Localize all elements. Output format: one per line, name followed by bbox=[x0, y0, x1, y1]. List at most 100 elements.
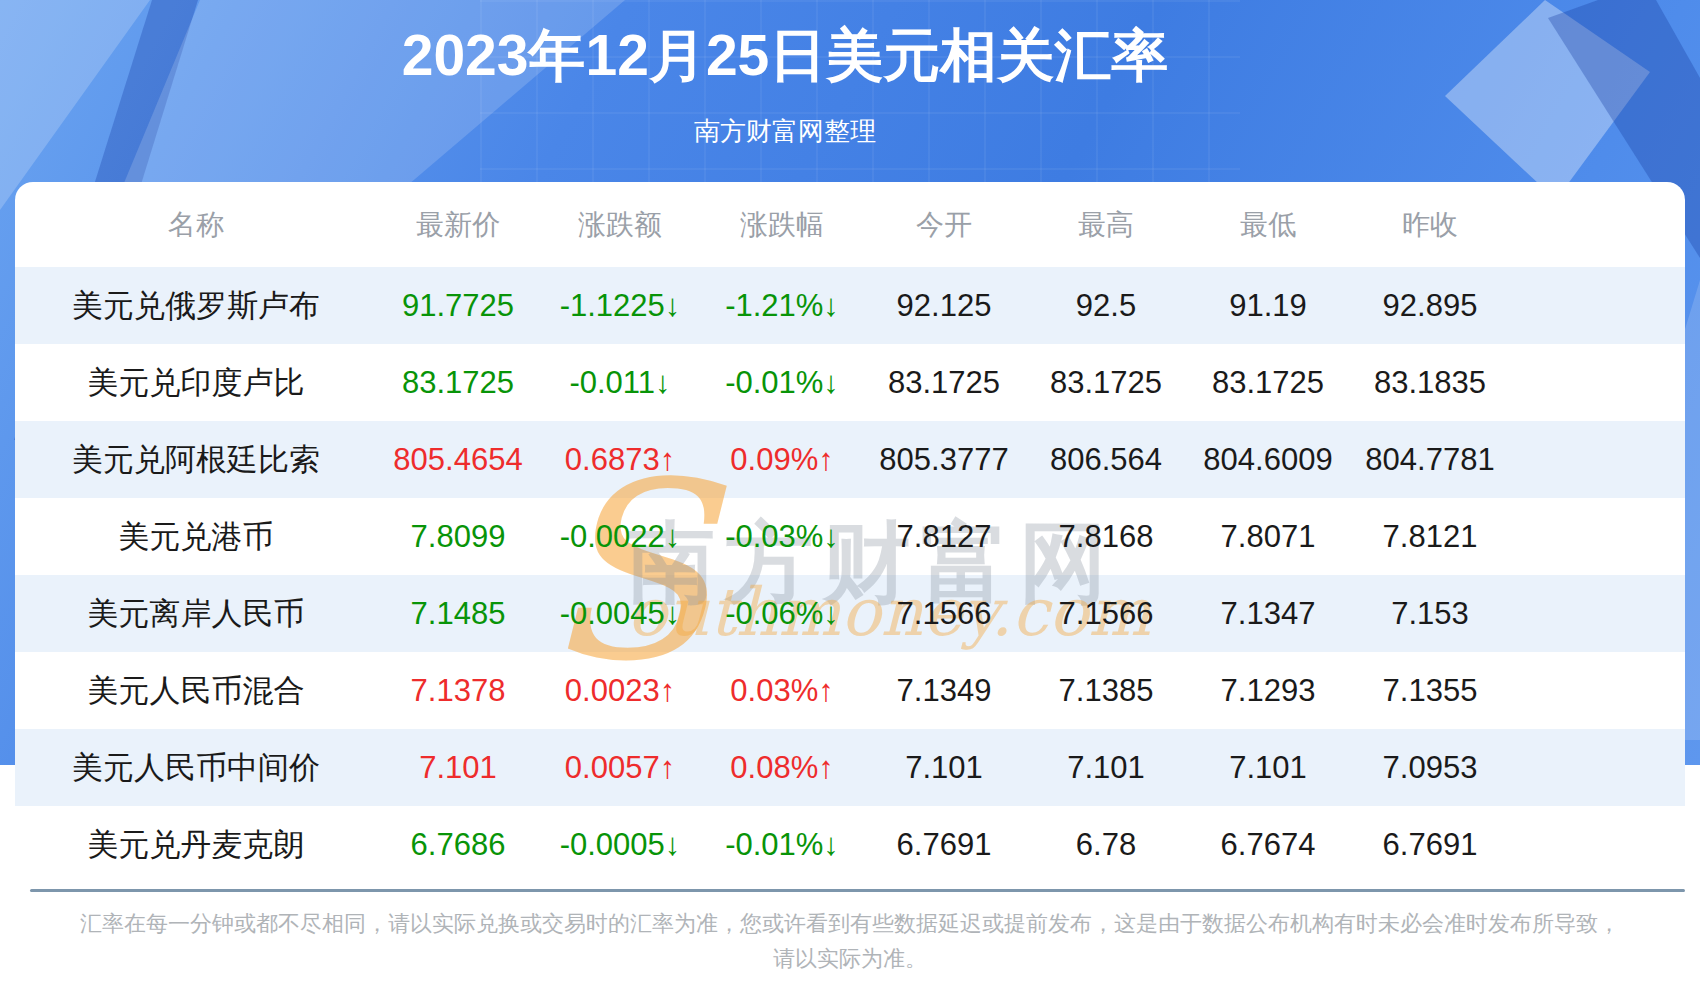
high-price: 83.1725 bbox=[1025, 344, 1187, 421]
low-price: 7.1293 bbox=[1187, 652, 1349, 729]
rates-table: 名称 最新价 涨跌额 涨跌幅 今开 最高 最低 昨收 美元兑俄罗斯卢布 91.7… bbox=[15, 182, 1685, 883]
change-amount: -0.0005↓ bbox=[539, 806, 701, 883]
change-amount: 0.6873↑ bbox=[539, 421, 701, 498]
change-amount: -0.011↓ bbox=[539, 344, 701, 421]
low-price: 7.8071 bbox=[1187, 498, 1349, 575]
disclaimer-line2: 请以实际为准。 bbox=[60, 941, 1640, 976]
table-row: 美元人民币中间价 7.101 0.0057↑ 0.08%↑ 7.101 7.10… bbox=[15, 729, 1685, 806]
row-spacer bbox=[1511, 498, 1685, 575]
column-header-prev-close: 昨收 bbox=[1349, 182, 1511, 267]
table-row: 美元离岸人民币 7.1485 -0.0045↓ -0.06%↓ 7.1566 7… bbox=[15, 575, 1685, 652]
row-spacer bbox=[1511, 806, 1685, 883]
pair-name: 美元兑俄罗斯卢布 bbox=[15, 267, 377, 344]
rates-card: S 南方财富网 outhmoney.com 名称 最新价 涨跌额 涨跌幅 今开 … bbox=[15, 182, 1685, 1000]
low-price: 7.1347 bbox=[1187, 575, 1349, 652]
open-price: 7.101 bbox=[863, 729, 1025, 806]
open-price: 7.8127 bbox=[863, 498, 1025, 575]
table-row: 美元兑印度卢比 83.1725 -0.011↓ -0.01%↓ 83.1725 … bbox=[15, 344, 1685, 421]
latest-price: 7.8099 bbox=[377, 498, 539, 575]
row-spacer bbox=[1511, 344, 1685, 421]
column-header-open: 今开 bbox=[863, 182, 1025, 267]
high-price: 806.564 bbox=[1025, 421, 1187, 498]
pair-name: 美元人民币混合 bbox=[15, 652, 377, 729]
change-percent: 0.09%↑ bbox=[701, 421, 863, 498]
prev-close: 83.1835 bbox=[1349, 344, 1511, 421]
change-percent: 0.08%↑ bbox=[701, 729, 863, 806]
prev-close: 7.1355 bbox=[1349, 652, 1511, 729]
change-percent: -0.01%↓ bbox=[701, 806, 863, 883]
open-price: 7.1349 bbox=[863, 652, 1025, 729]
column-header-latest: 最新价 bbox=[377, 182, 539, 267]
high-price: 7.1385 bbox=[1025, 652, 1187, 729]
latest-price: 83.1725 bbox=[377, 344, 539, 421]
table-row: 美元人民币混合 7.1378 0.0023↑ 0.03%↑ 7.1349 7.1… bbox=[15, 652, 1685, 729]
column-header-change: 涨跌额 bbox=[539, 182, 701, 267]
pair-name: 美元兑港币 bbox=[15, 498, 377, 575]
prev-close: 804.7781 bbox=[1349, 421, 1511, 498]
prev-close: 7.153 bbox=[1349, 575, 1511, 652]
change-amount: 0.0023↑ bbox=[539, 652, 701, 729]
open-price: 805.3777 bbox=[863, 421, 1025, 498]
column-header-name: 名称 bbox=[15, 182, 377, 267]
table-row: 美元兑丹麦克朗 6.7686 -0.0005↓ -0.01%↓ 6.7691 6… bbox=[15, 806, 1685, 883]
disclaimer: 汇率在每一分钟或都不尽相同，请以实际兑换或交易时的汇率为准，您或许看到有些数据延… bbox=[60, 906, 1640, 976]
latest-price: 6.7686 bbox=[377, 806, 539, 883]
low-price: 804.6009 bbox=[1187, 421, 1349, 498]
low-price: 6.7674 bbox=[1187, 806, 1349, 883]
row-spacer bbox=[1511, 421, 1685, 498]
pair-name: 美元人民币中间价 bbox=[15, 729, 377, 806]
change-percent: 0.03%↑ bbox=[701, 652, 863, 729]
table-row: 美元兑俄罗斯卢布 91.7725 -1.1225↓ -1.21%↓ 92.125… bbox=[15, 267, 1685, 344]
column-header-low: 最低 bbox=[1187, 182, 1349, 267]
row-spacer bbox=[1511, 729, 1685, 806]
row-spacer bbox=[1511, 652, 1685, 729]
prev-close: 6.7691 bbox=[1349, 806, 1511, 883]
change-amount: -0.0022↓ bbox=[539, 498, 701, 575]
pair-name: 美元离岸人民币 bbox=[15, 575, 377, 652]
low-price: 83.1725 bbox=[1187, 344, 1349, 421]
high-price: 7.8168 bbox=[1025, 498, 1187, 575]
latest-price: 805.4654 bbox=[377, 421, 539, 498]
table-row: 美元兑港币 7.8099 -0.0022↓ -0.03%↓ 7.8127 7.8… bbox=[15, 498, 1685, 575]
latest-price: 7.1485 bbox=[377, 575, 539, 652]
pair-name: 美元兑印度卢比 bbox=[15, 344, 377, 421]
header-row: 名称 最新价 涨跌额 涨跌幅 今开 最高 最低 昨收 bbox=[15, 182, 1685, 267]
low-price: 7.101 bbox=[1187, 729, 1349, 806]
divider bbox=[30, 889, 1685, 892]
change-percent: -0.06%↓ bbox=[701, 575, 863, 652]
change-percent: -1.21%↓ bbox=[701, 267, 863, 344]
page-subtitle: 南方财富网整理 bbox=[0, 114, 1570, 149]
latest-price: 7.101 bbox=[377, 729, 539, 806]
open-price: 7.1566 bbox=[863, 575, 1025, 652]
table-row: 美元兑阿根廷比索 805.4654 0.6873↑ 0.09%↑ 805.377… bbox=[15, 421, 1685, 498]
latest-price: 91.7725 bbox=[377, 267, 539, 344]
pair-name: 美元兑丹麦克朗 bbox=[15, 806, 377, 883]
disclaimer-line1: 汇率在每一分钟或都不尽相同，请以实际兑换或交易时的汇率为准，您或许看到有些数据延… bbox=[60, 906, 1640, 941]
open-price: 92.125 bbox=[863, 267, 1025, 344]
change-amount: -0.0045↓ bbox=[539, 575, 701, 652]
high-price: 6.78 bbox=[1025, 806, 1187, 883]
open-price: 6.7691 bbox=[863, 806, 1025, 883]
high-price: 92.5 bbox=[1025, 267, 1187, 344]
table-body: 美元兑俄罗斯卢布 91.7725 -1.1225↓ -1.21%↓ 92.125… bbox=[15, 267, 1685, 883]
high-price: 7.101 bbox=[1025, 729, 1187, 806]
pair-name: 美元兑阿根廷比索 bbox=[15, 421, 377, 498]
prev-close: 92.895 bbox=[1349, 267, 1511, 344]
prev-close: 7.8121 bbox=[1349, 498, 1511, 575]
low-price: 91.19 bbox=[1187, 267, 1349, 344]
open-price: 83.1725 bbox=[863, 344, 1025, 421]
high-price: 7.1566 bbox=[1025, 575, 1187, 652]
prev-close: 7.0953 bbox=[1349, 729, 1511, 806]
change-amount: -1.1225↓ bbox=[539, 267, 701, 344]
banner-text: 2023年12月25日美元相关汇率 南方财富网整理 bbox=[0, 0, 1570, 149]
column-header-spacer bbox=[1511, 182, 1685, 267]
page-title: 2023年12月25日美元相关汇率 bbox=[0, 24, 1570, 86]
row-spacer bbox=[1511, 575, 1685, 652]
column-header-change-pct: 涨跌幅 bbox=[701, 182, 863, 267]
change-amount: 0.0057↑ bbox=[539, 729, 701, 806]
row-spacer bbox=[1511, 267, 1685, 344]
latest-price: 7.1378 bbox=[377, 652, 539, 729]
change-percent: -0.01%↓ bbox=[701, 344, 863, 421]
change-percent: -0.03%↓ bbox=[701, 498, 863, 575]
column-header-high: 最高 bbox=[1025, 182, 1187, 267]
